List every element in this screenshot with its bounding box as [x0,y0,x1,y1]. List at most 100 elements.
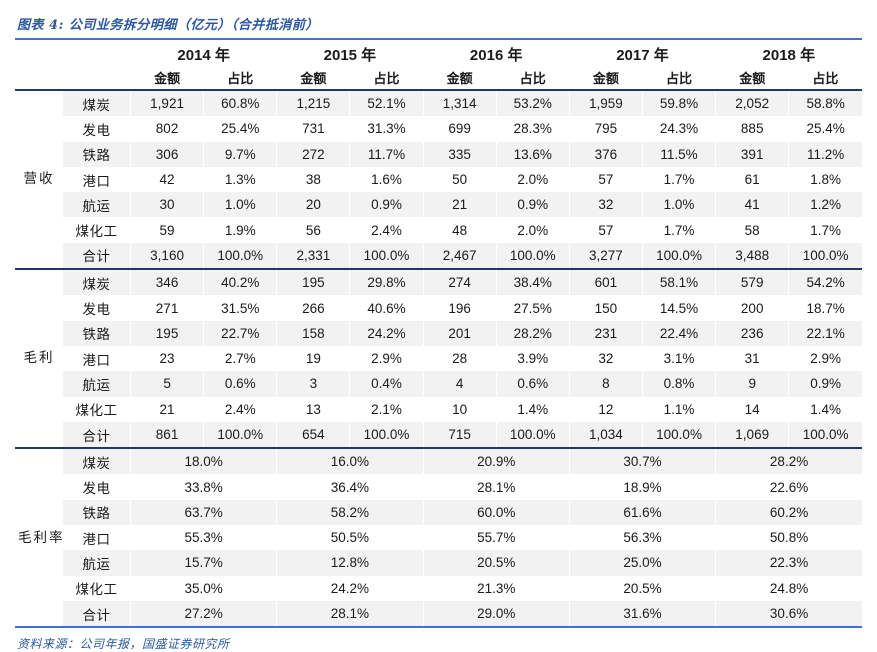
amount-header: 金额 [446,70,473,86]
share-cell: 40.2% [203,269,277,296]
business-breakdown-table: 2014 年 2015 年 2016 年 2017 年 2018 年 金额 占比… [15,40,862,629]
margin-cell: 50.5% [276,525,424,551]
margin-cell: 55.3% [129,525,277,551]
margin-cell: 61.6% [568,499,716,526]
amount-cell: 271 [129,295,204,321]
table-row: 航运 15.7% 12.8% 20.5% 25.0% 22.3% [16,550,862,576]
amount-cell: 266 [276,295,350,321]
amount-cell: 731 [276,116,350,142]
amount-cell: 3,160 [129,242,204,270]
table-row: 煤化工 21 2.4% 13 2.1% 10 1.4% 12 1.1% 14 1.4% [16,396,862,422]
share-cell: 22.1% [788,320,862,346]
share-cell: 2.1% [349,396,424,422]
amount-cell: 376 [568,141,643,167]
amount-cell: 56 [276,217,350,243]
margin-cell: 22.6% [715,474,862,500]
margin-cell: 60.0% [422,499,570,526]
table-row: 发电 802 25.4% 731 31.3% 699 28.3% 795 24.3% 885 25.… [16,116,862,142]
amount-cell: 57 [568,217,643,243]
amount-cell: 201 [422,320,497,346]
share-cell: 1.9% [203,217,277,243]
header-spacer [16,65,131,90]
row-label: 发电 [62,295,131,321]
amount-cell: 30 [129,192,204,218]
amount-header: 金额 [592,70,619,86]
share-cell: 40.6% [349,295,424,321]
share-cell: 1.7% [641,217,716,243]
row-label: 煤化工 [62,217,131,243]
share-cell: 58.8% [788,90,862,117]
margin-cell: 60.2% [715,499,862,526]
share-cell: 100.0% [641,421,716,449]
share-cell: 2.4% [349,217,424,243]
amount-cell: 861 [129,421,204,449]
table-row: 煤化工 35.0% 24.2% 21.3% 20.5% 24.8% [16,575,862,601]
share-cell: 1.4% [788,396,862,422]
row-label: 铁路 [62,499,131,526]
amount-cell: 59 [129,217,204,243]
table-row: 航运 30 1.0% 20 0.9% 21 0.9% 32 1.0% 41 1.2% [16,192,862,218]
figure-title: 图表 4: 公司业务拆分明细（亿元）（合并抵消前） [15,12,862,40]
row-label: 铁路 [62,141,131,167]
margin-cell: 28.1% [276,600,424,628]
share-header: 占比 [519,70,546,86]
amount-cell: 10 [422,396,497,422]
table-row: 铁路 306 9.7% 272 11.7% 335 13.6% 376 11.5% 391 11.2… [16,141,862,167]
amount-cell: 158 [276,320,350,346]
table-row: 合计 861 100.0% 654 100.0% 715 100.0% 1,034 100.0%… [16,421,862,449]
table-row: 毛利率 煤炭 18.0% 16.0% 20.9% 30.7% 28.2% [15,448,862,628]
margin-cell: 25.0% [568,550,716,576]
amount-cell: 23 [129,345,204,372]
margin-cell: 20.5% [568,575,716,601]
share-cell: 27.5% [495,295,570,321]
row-label: 港口 [62,525,131,551]
margin-cell: 21.3% [422,575,570,601]
row-label: 港口 [62,166,131,193]
row-label: 煤化工 [62,396,131,422]
table-row: 铁路 63.7% 58.2% 60.0% 61.6% 60.2% [16,499,862,526]
margin-cell: 24.8% [715,575,862,601]
section-gross-margin: 毛利率 煤炭 18.0% 16.0% 20.9% 30.7% 28.2% 发电 33.8% 36.… [15,448,862,628]
share-cell: 3.1% [641,345,716,372]
margin-cell: 22.3% [715,550,862,576]
amount-cell: 57 [568,166,643,193]
share-cell: 1.6% [349,166,424,193]
year-header-2018: 2018 年 [762,47,816,64]
amount-cell: 3 [276,371,350,397]
margin-cell: 16.0% [276,448,424,475]
amount-cell: 579 [715,269,789,296]
share-cell: 22.7% [203,320,277,346]
margin-cell: 28.1% [422,474,570,500]
amount-cell: 654 [276,421,350,449]
margin-cell: 12.8% [276,550,424,576]
share-cell: 2.0% [495,166,570,193]
share-cell: 0.9% [788,371,862,397]
share-cell: 2.4% [203,396,277,422]
share-cell: 100.0% [641,242,716,270]
amount-cell: 391 [715,141,789,167]
amount-cell: 1,959 [568,90,643,117]
amount-cell: 31 [715,345,789,372]
margin-cell: 55.7% [422,525,570,551]
share-cell: 60.8% [203,90,277,117]
margin-cell: 20.5% [422,550,570,576]
margin-cell: 50.8% [715,525,862,551]
amount-cell: 12 [568,396,643,422]
row-label: 合计 [62,600,131,628]
share-cell: 24.3% [641,116,716,142]
amount-header: 金额 [739,70,766,86]
row-label: 港口 [62,345,131,372]
table-row: 港口 55.3% 50.5% 55.7% 56.3% 50.8% [16,525,862,551]
share-cell: 100.0% [349,242,424,270]
row-label: 煤炭 [62,90,131,117]
share-cell: 54.2% [788,269,862,296]
amount-cell: 61 [715,166,789,193]
table-row: 航运 5 0.6% 3 0.4% 4 0.6% 8 0.8% 9 0.9% [16,371,862,397]
table-row: 煤化工 59 1.9% 56 2.4% 48 2.0% 57 1.7% 58 1.7% [16,217,862,243]
amount-cell: 1,069 [715,421,789,449]
amount-cell: 21 [422,192,497,218]
share-cell: 28.2% [495,320,570,346]
share-cell: 1.0% [203,192,277,218]
year-header-2016: 2016 年 [469,47,523,64]
share-cell: 52.1% [349,90,424,117]
